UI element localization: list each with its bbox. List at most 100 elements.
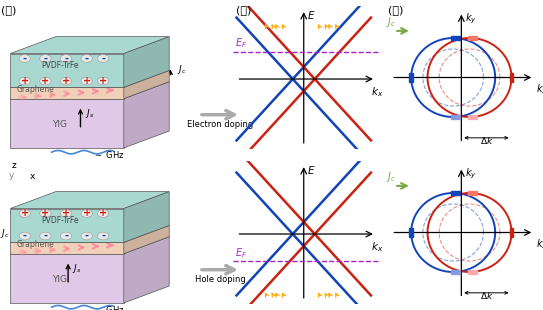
Polygon shape [10,192,169,209]
Bar [510,228,513,237]
Text: $J_c$: $J_c$ [178,63,187,76]
Text: $E_F$: $E_F$ [235,246,248,259]
Ellipse shape [19,55,30,62]
Text: $J_s$: $J_s$ [72,262,81,275]
Polygon shape [10,82,169,99]
Text: -: - [101,231,105,241]
Ellipse shape [60,77,72,85]
Text: -: - [43,54,47,64]
Ellipse shape [98,77,109,85]
Text: y: y [9,170,14,180]
Text: $k_y$: $k_y$ [465,167,477,181]
Ellipse shape [81,232,92,240]
Text: -: - [43,231,47,241]
Polygon shape [124,37,169,87]
Polygon shape [10,87,124,99]
Ellipse shape [19,232,30,240]
Text: YIG: YIG [52,275,67,284]
Text: $k_x$: $k_x$ [536,82,543,96]
Text: +: + [21,76,29,86]
Text: $E_F$: $E_F$ [235,36,248,50]
Text: +: + [21,209,29,219]
Text: z: z [12,161,17,171]
Bar [451,191,460,195]
Polygon shape [10,99,124,148]
Text: Graphene: Graphene [16,85,54,94]
Bar [409,228,413,237]
Ellipse shape [19,210,30,217]
Text: $J_c$: $J_c$ [386,16,396,29]
Polygon shape [10,225,169,242]
Bar [451,270,460,274]
Text: $\sim$ GHz: $\sim$ GHz [93,304,125,310]
Ellipse shape [40,232,51,240]
Text: -: - [85,231,89,241]
Bar [468,270,477,274]
Text: +: + [62,76,70,86]
Text: +: + [41,76,49,86]
Ellipse shape [98,55,109,62]
Polygon shape [10,70,169,87]
Bar [451,115,460,119]
Polygon shape [10,54,124,87]
Ellipse shape [81,77,92,85]
Text: +: + [83,76,91,86]
Text: $k_x$: $k_x$ [371,85,383,99]
Polygon shape [124,225,169,254]
Bar [510,73,513,82]
Polygon shape [124,82,169,148]
Bar [409,73,413,82]
Ellipse shape [40,77,51,85]
Polygon shape [10,237,169,254]
Ellipse shape [40,210,51,217]
Ellipse shape [60,232,72,240]
Text: $k_x$: $k_x$ [371,240,383,254]
Text: Graphene: Graphene [16,240,54,249]
Ellipse shape [19,77,30,85]
Text: -: - [101,54,105,64]
Polygon shape [124,192,169,242]
Text: -: - [23,54,27,64]
Ellipse shape [40,55,51,62]
Text: +: + [83,209,91,219]
Text: Hole doping: Hole doping [194,275,245,284]
Polygon shape [10,242,124,254]
Bar [451,36,460,40]
Polygon shape [10,254,124,303]
Text: PVDF-TrFe: PVDF-TrFe [41,61,79,70]
Ellipse shape [98,210,109,217]
Text: +: + [62,209,70,219]
Text: Electron doping: Electron doping [187,120,253,129]
Ellipse shape [60,55,72,62]
Text: $k_x$: $k_x$ [536,237,543,251]
Text: $\Delta k$: $\Delta k$ [479,290,493,301]
Ellipse shape [60,210,72,217]
Text: PVDF-TrFe: PVDF-TrFe [41,216,79,225]
Polygon shape [124,70,169,99]
Text: +: + [99,209,107,219]
Polygon shape [10,37,169,54]
Bar [468,115,477,119]
Text: -: - [85,54,89,64]
Polygon shape [124,237,169,303]
Ellipse shape [81,210,92,217]
Text: x: x [30,171,35,181]
Text: $E$: $E$ [307,164,316,176]
Text: -: - [64,54,68,64]
Text: +: + [99,76,107,86]
Text: $J_c$: $J_c$ [0,227,9,240]
Text: $k_y$: $k_y$ [465,12,477,26]
Bar [468,36,477,40]
Text: $J_c$: $J_c$ [386,170,396,184]
Ellipse shape [98,232,109,240]
Text: -: - [23,231,27,241]
Text: +: + [41,209,49,219]
Text: (나): (나) [236,5,251,15]
Text: $\Delta k$: $\Delta k$ [479,135,493,146]
Text: -: - [64,231,68,241]
Text: (다): (다) [388,5,403,15]
Polygon shape [10,209,124,242]
Text: $E$: $E$ [307,9,316,21]
Bar [468,191,477,195]
Ellipse shape [81,55,92,62]
